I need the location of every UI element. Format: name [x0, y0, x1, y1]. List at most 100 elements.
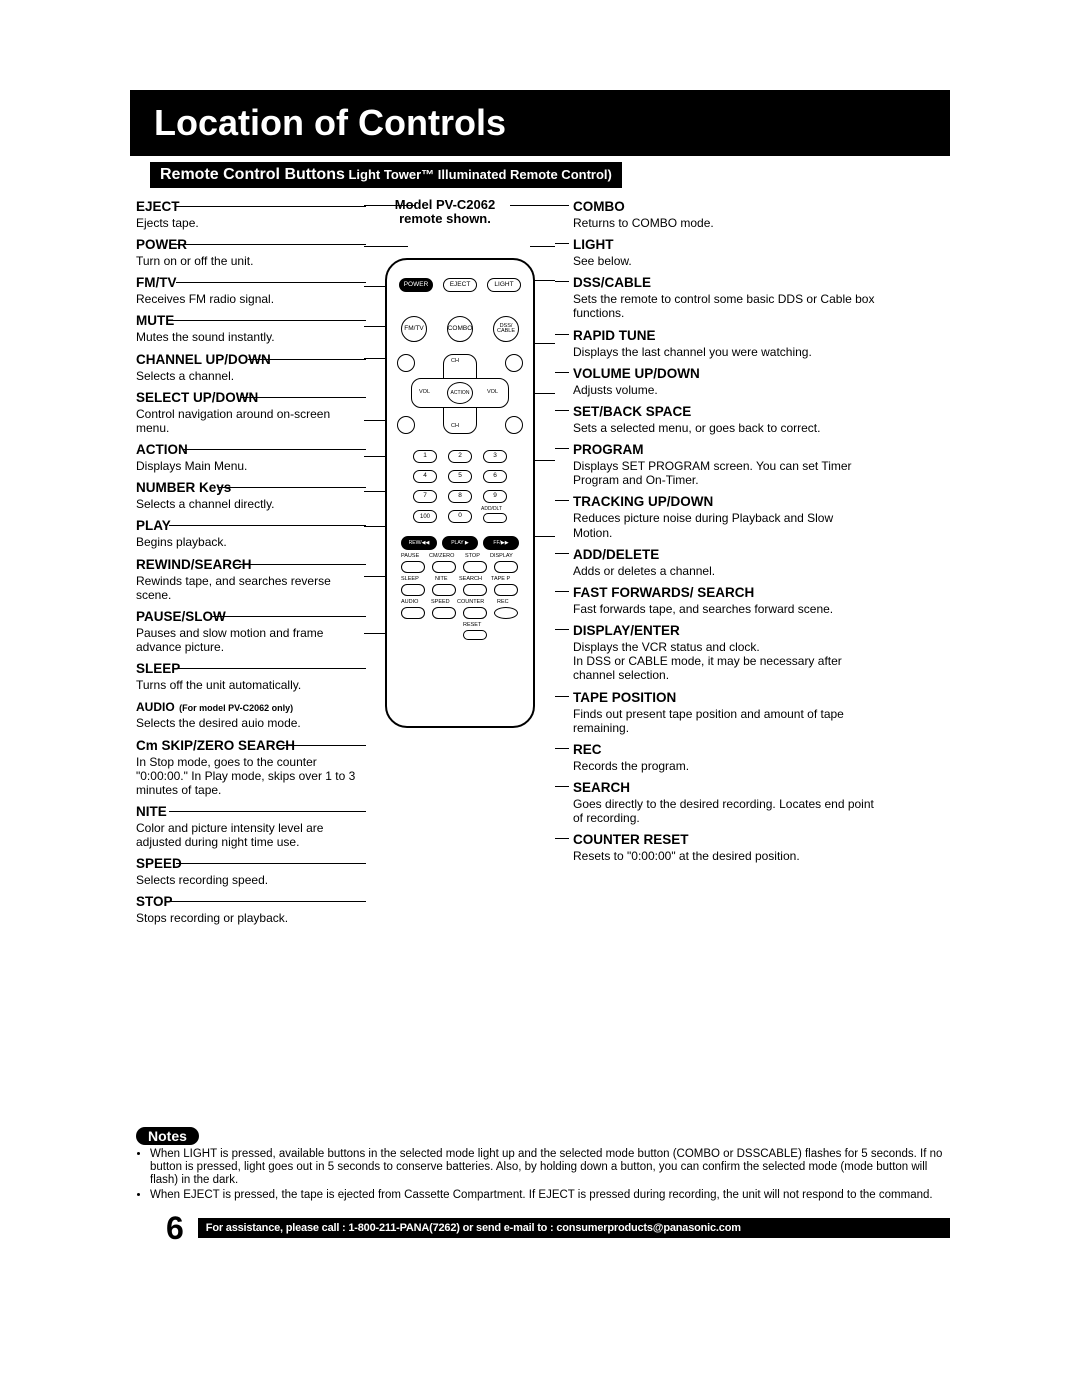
btn-speed [432, 607, 456, 619]
entry-title: FM/TV [136, 275, 177, 290]
footer-bar: For assistance, please call : 1-800-211-… [198, 1218, 950, 1238]
entry-title: NITE [136, 804, 167, 819]
entry-desc: Selects a channel directly. [136, 497, 364, 511]
left-entry: PAUSE/SLOWPauses and slow motion and fra… [136, 608, 364, 654]
entry-desc: Reduces picture noise during Playback an… [573, 511, 875, 539]
entry-desc: Mutes the sound instantly. [136, 330, 364, 344]
page-title: Location of Controls [130, 90, 950, 156]
entry-desc: Ejects tape. [136, 216, 364, 230]
btn-nite [432, 584, 456, 596]
right-entry: LIGHT See below. [555, 236, 875, 268]
lbl-audio: AUDIO [401, 599, 418, 605]
lbl-voll: VOL [419, 389, 430, 395]
entry-desc: Selects recording speed. [136, 873, 364, 887]
entry-desc: Displays the last channel you were watch… [573, 345, 875, 359]
lbl-speed: SPEED [431, 599, 450, 605]
entry-desc: Color and picture intensity level are ad… [136, 821, 364, 849]
left-entry: ACTIONDisplays Main Menu. [136, 441, 364, 473]
entry-title: LIGHT [573, 237, 614, 252]
right-entry: TAPE POSITIONFinds out present tape posi… [555, 689, 875, 735]
btn-100: 100 [413, 510, 437, 523]
lbl-ch: CH [451, 358, 459, 364]
entry-title: NUMBER Keys [136, 480, 231, 495]
model-note: Model PV-C2062 remote shown. [365, 198, 525, 227]
btn-tapep [494, 584, 518, 596]
page-subtitle: Remote Control Buttons Light Tower™ Illu… [150, 162, 622, 188]
left-column: EJECT Ejects tape. POWERTurn on or off the… [136, 198, 364, 932]
entry-desc: Stops recording or playback. [136, 911, 364, 925]
btn-power: POWER [399, 278, 433, 292]
btn-7: 7 [413, 490, 437, 503]
right-entry: ADD/DELETE Adds or deletes a channel. [555, 546, 875, 578]
lbl-adddlt: ADD/DLT [481, 506, 502, 512]
btn-counter [463, 607, 487, 619]
btn-action: ACTION [447, 382, 473, 404]
entry-title: PAUSE/SLOW [136, 609, 226, 624]
btn-set2 [501, 412, 526, 437]
entry-desc: Displays the VCR status and clock. In DS… [573, 640, 875, 682]
right-entry: TRACKING UP/DOWNReduces picture noise du… [555, 493, 875, 539]
entry-title: REWIND/SEARCH [136, 557, 252, 572]
btn-rec [494, 607, 518, 619]
entry-title: SET/BACK SPACE [573, 404, 691, 419]
btn-combo: COMBO [447, 316, 473, 342]
leader-line [364, 246, 408, 247]
note-item: When EJECT is pressed, the tape is eject… [150, 1189, 950, 1202]
left-entry: NITE Color and picture intensity level ar… [136, 803, 364, 849]
entry-title: SPEED [136, 856, 182, 871]
btn-mute [393, 350, 418, 375]
entry-title: CHANNEL UP/DOWN [136, 352, 271, 367]
btn-stop [463, 561, 487, 573]
entry-desc: Selects the desired auio mode. [136, 716, 364, 730]
model-line2: remote shown. [365, 212, 525, 226]
entry-title: COMBO [573, 199, 625, 214]
btn-adddlt [483, 513, 507, 523]
btn-ff: FF/▶▶ [483, 536, 519, 550]
btn-4: 4 [413, 470, 437, 483]
entry-desc: Adjusts volume. [573, 383, 875, 397]
diagram-content: Model PV-C2062 remote shown. EJECT Ejects… [130, 198, 950, 1123]
entry-desc: Rewinds tape, and searches reverse scene… [136, 574, 364, 602]
btn-3: 3 [483, 450, 507, 463]
lbl-ch2: CH [451, 423, 459, 429]
entry-desc: Displays SET PROGRAM screen. You can set… [573, 459, 875, 487]
lbl-volr: VOL [487, 389, 498, 395]
entry-title: Cm SKIP/ZERO SEARCH [136, 738, 295, 753]
entry-desc: Displays Main Menu. [136, 459, 364, 473]
entry-desc: Turn on or off the unit. [136, 254, 364, 268]
left-entry: MUTEMutes the sound instantly. [136, 312, 364, 344]
right-entry: DSS/CABLESets the remote to control some… [555, 274, 875, 320]
entry-desc: Fast forwards tape, and searches forward… [573, 602, 875, 616]
lbl-cmzero: CM/ZERO [429, 553, 454, 559]
right-entry: COUNTER RESETResets to "0:00:00" at the … [555, 831, 875, 863]
left-entry: Cm SKIP/ZERO SEARCH In Stop mode, goes to… [136, 737, 364, 797]
right-entry: RECRecords the program. [555, 741, 875, 773]
entry-desc: Records the program. [573, 759, 875, 773]
lbl-sleep: SLEEP [401, 576, 419, 582]
entry-desc: Adds or deletes a channel. [573, 564, 875, 578]
notes-list: When LIGHT is pressed, available buttons… [140, 1148, 950, 1202]
entry-title: EJECT [136, 199, 180, 214]
entry-desc: In Stop mode, goes to the counter "0:00:… [136, 755, 364, 797]
leader-line [532, 280, 555, 281]
entry-title: ADD/DELETE [573, 547, 659, 562]
left-entry: CHANNEL UP/DOWNSelects a channel. [136, 351, 364, 383]
btn-6: 6 [483, 470, 507, 483]
btn-1: 1 [413, 450, 437, 463]
right-entry: COMBOReturns to COMBO mode. [555, 198, 875, 230]
left-entry: REWIND/SEARCH Rewinds tape, and searches … [136, 556, 364, 602]
btn-rapid [501, 350, 526, 375]
entry-desc: See below. [573, 254, 875, 268]
btn-5: 5 [448, 470, 472, 483]
entry-title: AUDIO (For model PV-C2062 only) [136, 698, 364, 716]
entry-desc: Goes directly to the desired recording. … [573, 797, 875, 825]
remote-illustration: POWER EJECT LIGHT FM/TV COMBO DSS/ CABLE… [385, 258, 535, 728]
left-entry: POWERTurn on or off the unit. [136, 236, 364, 268]
right-entry: PROGRAMDisplays SET PROGRAM screen. You … [555, 441, 875, 487]
entry-title: PLAY [136, 518, 171, 533]
entry-desc: Resets to "0:00:00" at the desired posit… [573, 849, 875, 863]
subtitle-bold: Remote Control Buttons [160, 166, 345, 183]
left-entry: EJECT Ejects tape. [136, 198, 364, 230]
btn-display [494, 561, 518, 573]
entry-desc: Sets the remote to control some basic DD… [573, 292, 875, 320]
